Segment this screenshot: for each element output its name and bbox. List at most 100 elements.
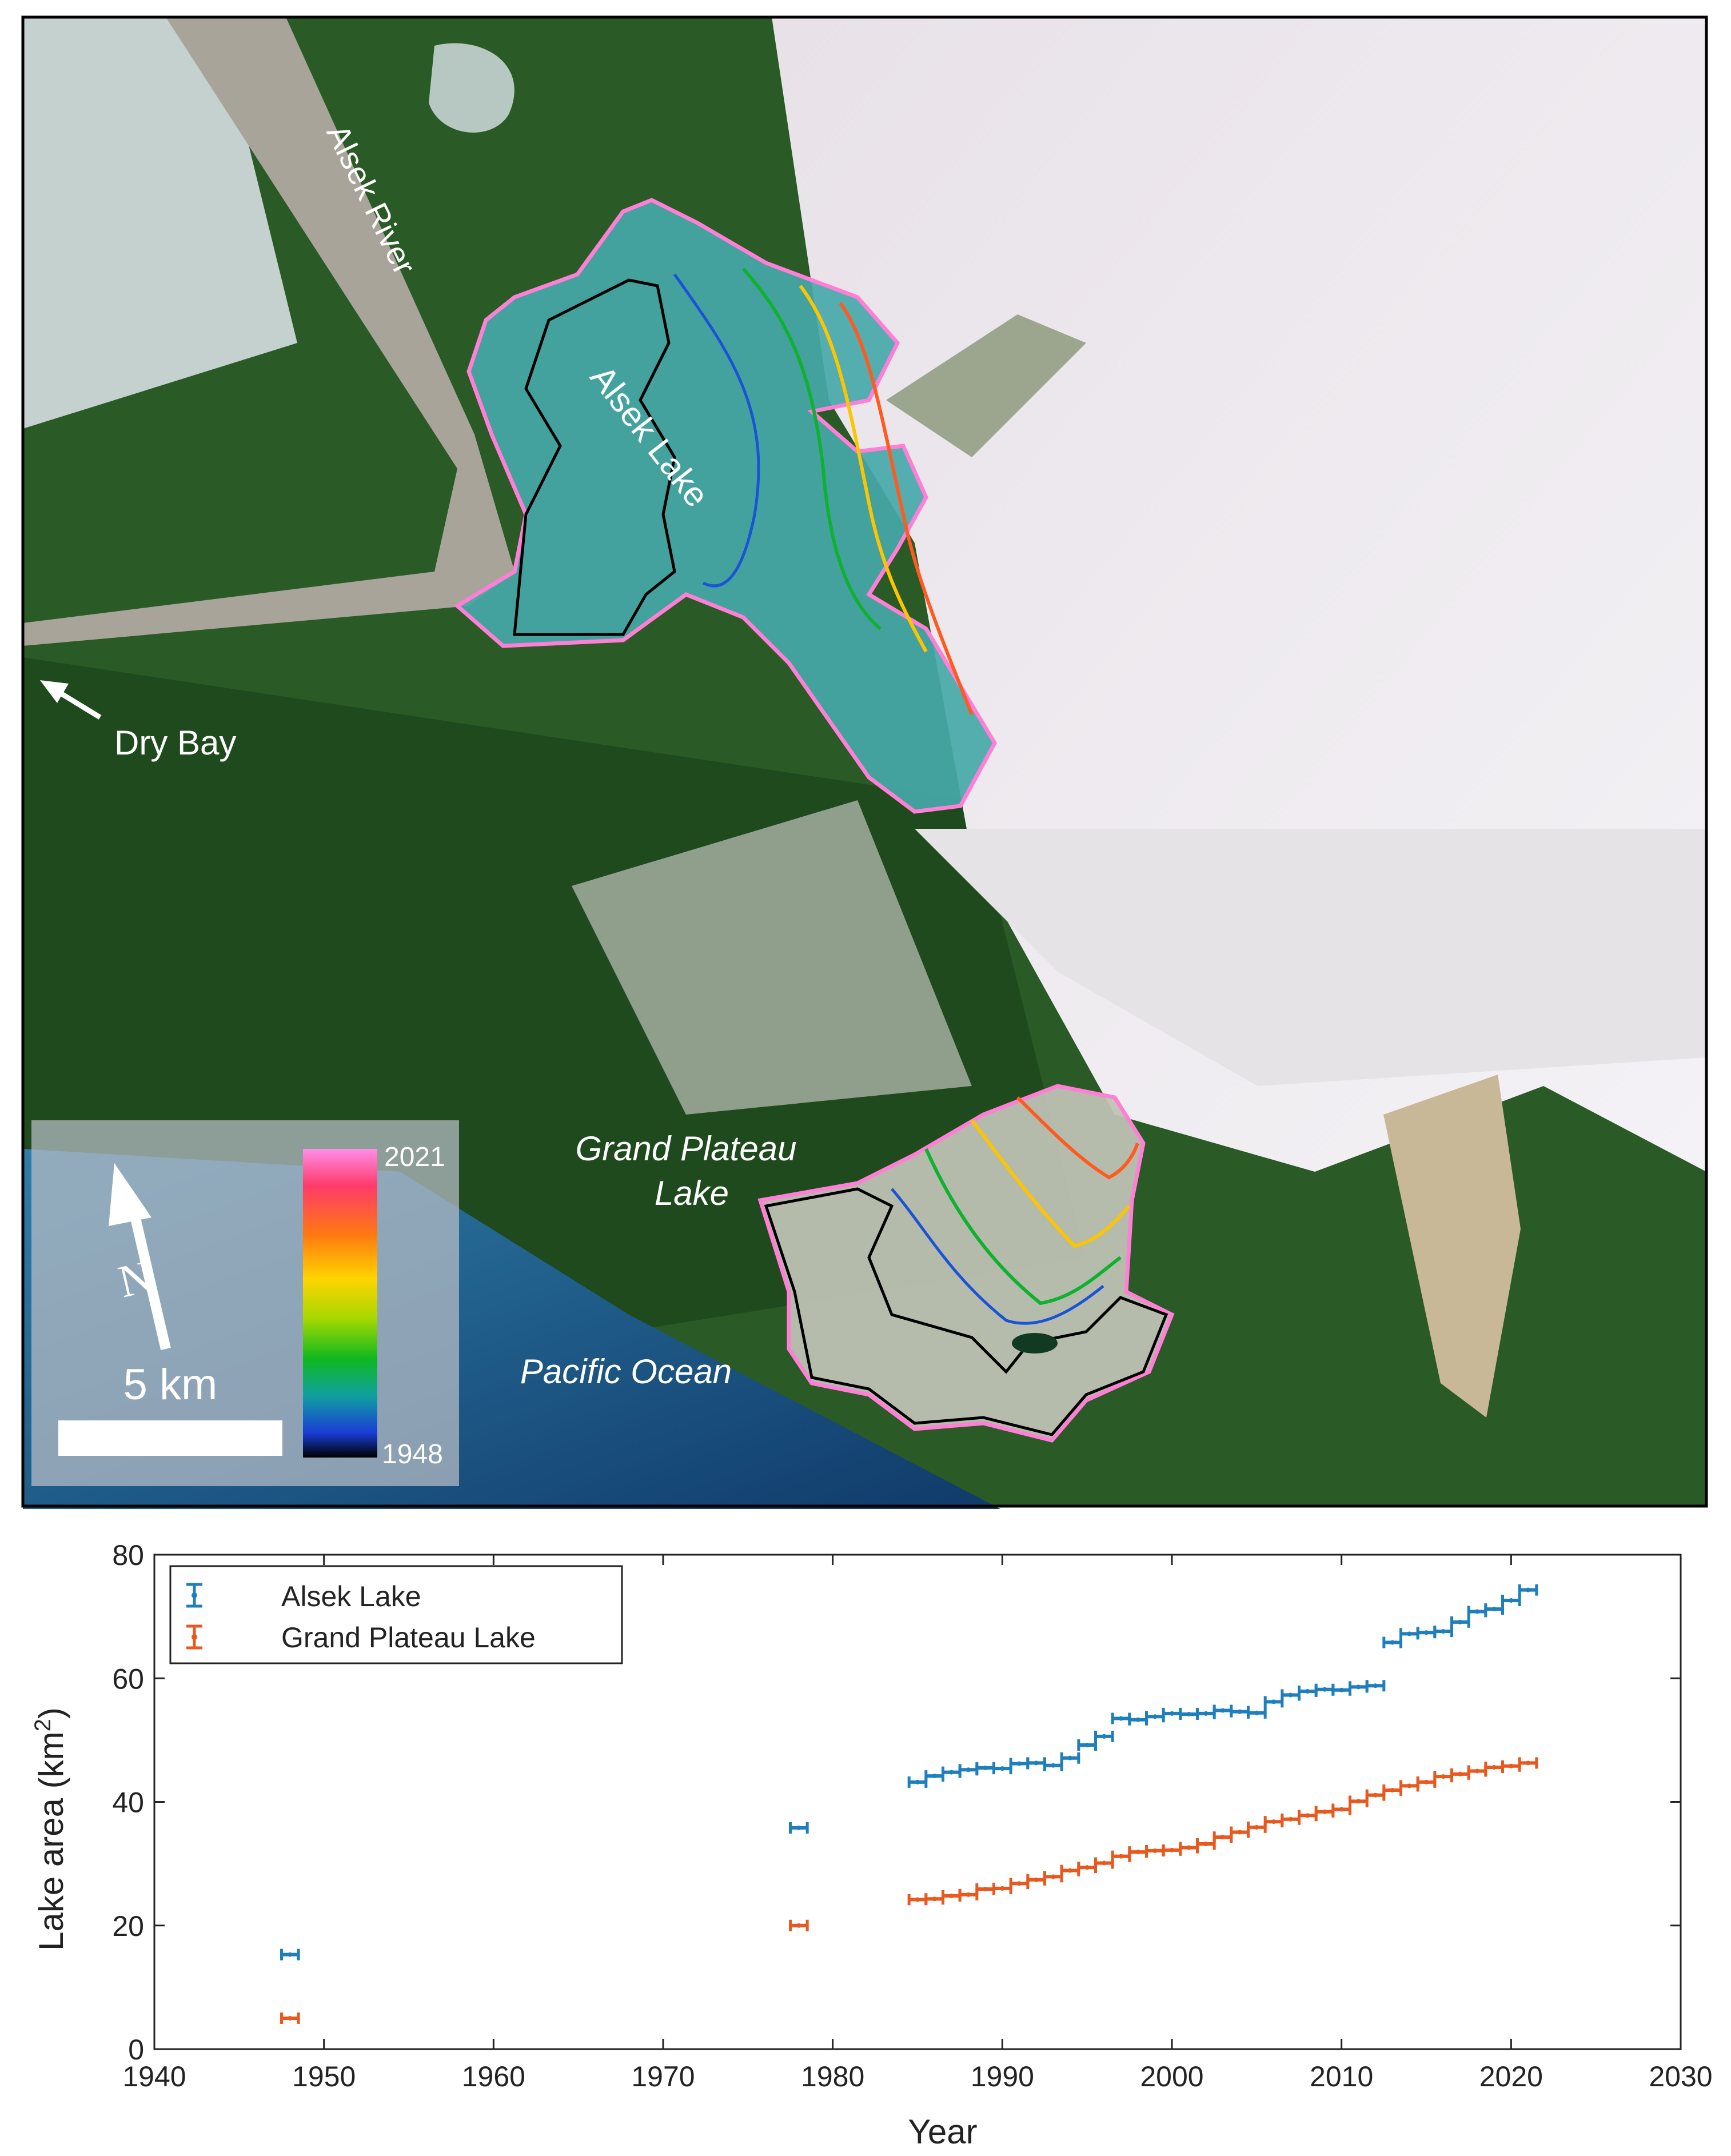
data-point-grand-plateau	[975, 1883, 995, 1895]
x-tick-label: 1970	[631, 2061, 695, 2093]
x-tick-label: 1990	[971, 2061, 1034, 2093]
data-point-alsek	[1094, 1730, 1114, 1742]
data-point-alsek	[1009, 1758, 1030, 1770]
x-axis-title: Year	[908, 2113, 977, 2151]
alsek-lake-outline-2021	[454, 198, 998, 814]
x-tick-label: 2010	[1310, 2061, 1373, 2093]
y-tick-label: 0	[128, 2034, 144, 2066]
data-point-alsek	[1382, 1636, 1402, 1648]
data-point-grand-plateau	[1026, 1874, 1046, 1886]
colorbar-top-label: 2021	[384, 1142, 445, 1172]
grand-plateau-lake-outline-2021	[757, 1084, 1175, 1443]
y-tick-label: 40	[112, 1787, 144, 1819]
data-point-grand-plateau	[1162, 1844, 1182, 1856]
data-point-alsek	[1433, 1626, 1453, 1638]
grand-plateau-lake-outline-2000s	[970, 1119, 1131, 1248]
alsek-lake-outline-1948	[513, 278, 676, 636]
data-point-grand-plateau	[1111, 1850, 1131, 1862]
data-point-grand-plateau	[1399, 1780, 1419, 1792]
data-point-grand-plateau	[1281, 1813, 1301, 1825]
satellite-map: Alsek River Alsek Lake Dry Bay Grand Pla…	[21, 15, 1708, 1509]
data-point-grand-plateau	[1060, 1864, 1080, 1876]
grand-plateau-lake-outline-1948	[764, 1187, 1168, 1436]
data-point-grand-plateau	[1467, 1765, 1487, 1777]
x-tick-label: 2030	[1649, 2061, 1712, 2093]
data-point-alsek	[1213, 1704, 1233, 1716]
data-point-grand-plateau	[1450, 1768, 1470, 1780]
data-point-grand-plateau	[1314, 1806, 1335, 1818]
data-point-grand-plateau	[280, 2012, 300, 2024]
data-point-alsek	[1365, 1680, 1386, 1692]
year-colorbar	[303, 1149, 377, 1458]
data-point-grand-plateau	[1365, 1789, 1386, 1801]
data-point-grand-plateau	[907, 1894, 928, 1906]
data-point-grand-plateau	[1230, 1826, 1250, 1838]
alsek-river	[23, 17, 514, 646]
data-point-grand-plateau	[992, 1882, 1012, 1894]
scale-bar	[58, 1420, 282, 1456]
data-point-grand-plateau	[924, 1893, 944, 1905]
data-point-grand-plateau	[942, 1890, 962, 1902]
data-point-alsek	[1230, 1706, 1250, 1718]
moraine	[886, 314, 1086, 457]
data-point-grand-plateau	[1518, 1757, 1538, 1769]
data-point-grand-plateau	[1009, 1878, 1030, 1890]
legend-box	[169, 1565, 623, 1664]
data-point-alsek	[1196, 1707, 1216, 1719]
data-point-grand-plateau	[1094, 1857, 1114, 1869]
data-point-alsek	[1399, 1628, 1419, 1640]
data-point-grand-plateau	[1179, 1842, 1199, 1854]
data-point-alsek	[1331, 1684, 1351, 1696]
x-tick-label: 2000	[1140, 2061, 1203, 2093]
data-point-alsek	[1450, 1616, 1470, 1628]
data-point-grand-plateau	[1213, 1831, 1233, 1843]
data-point-alsek	[907, 1776, 928, 1788]
data-point-alsek	[1162, 1707, 1182, 1719]
data-point-grand-plateau	[1077, 1862, 1097, 1874]
data-point-grand-plateau	[789, 1919, 809, 1931]
data-point-alsek	[942, 1766, 962, 1778]
data-point-alsek	[958, 1764, 979, 1776]
data-point-alsek	[1416, 1627, 1437, 1639]
grand-plateau-lake-outline-1978	[891, 1188, 1104, 1325]
data-point-alsek	[1518, 1584, 1538, 1596]
dry-bay-arrow	[40, 680, 102, 720]
data-point-alsek	[1026, 1757, 1046, 1769]
data-point-grand-plateau	[1331, 1803, 1351, 1815]
snow-patch-west	[23, 17, 297, 429]
data-point-alsek	[1145, 1711, 1165, 1723]
legend-label-grand-plateau: Grand Plateau Lake	[281, 1622, 536, 1654]
data-point-alsek	[992, 1763, 1012, 1775]
alsek-glacier-tongue	[915, 829, 1706, 1086]
data-point-alsek	[1128, 1714, 1148, 1726]
data-point-alsek	[975, 1762, 995, 1774]
north-arrow-icon	[109, 1163, 171, 1351]
data-point-grand-plateau	[1263, 1816, 1284, 1828]
alsek-lake-outline-2000s	[799, 285, 928, 653]
y-tick-label: 80	[112, 1539, 144, 1571]
data-point-alsek	[1484, 1603, 1504, 1615]
data-point-grand-plateau	[1382, 1784, 1402, 1796]
lake-area-chart: 1940 1950 1960 1970 1980 1990 2000 2010 2020 2030…	[30, 1539, 1713, 2151]
map-legend-inset: N 5 km 2021 1948	[31, 1120, 459, 1486]
grand-plateau-lake-outline-2010s	[1016, 1096, 1139, 1180]
snow-patch-central	[572, 800, 972, 1115]
y-tick-label: 60	[112, 1663, 144, 1695]
label-grand-plateau-line1: Grand Plateau	[576, 1129, 797, 1168]
scale-bar-label: 5 km	[123, 1360, 218, 1409]
x-tick-label: 1940	[122, 2061, 186, 2093]
x-tick-label: 1980	[801, 2061, 864, 2093]
map-frame	[21, 15, 1708, 1508]
data-point-alsek	[1179, 1708, 1199, 1720]
satellite-map-panel: Alsek River Alsek Lake Dry Bay Grand Pla…	[21, 15, 1708, 1509]
legend-marker-alsek	[186, 1583, 202, 1608]
grand-plateau-lake-outline-1990s	[924, 1148, 1122, 1305]
x-tick-label: 1960	[462, 2061, 525, 2093]
label-grand-plateau-line2: Lake	[655, 1174, 729, 1212]
data-point-grand-plateau	[1501, 1760, 1521, 1772]
data-point-alsek	[1247, 1707, 1267, 1719]
label-dry-bay: Dry Bay	[114, 724, 236, 762]
lake-area-chart-panel: 1940 1950 1960 1970 1980 1990 2000 2010 2020 2030…	[0, 1520, 1731, 2156]
data-point-alsek	[1281, 1689, 1301, 1701]
data-point-grand-plateau	[1433, 1771, 1453, 1783]
